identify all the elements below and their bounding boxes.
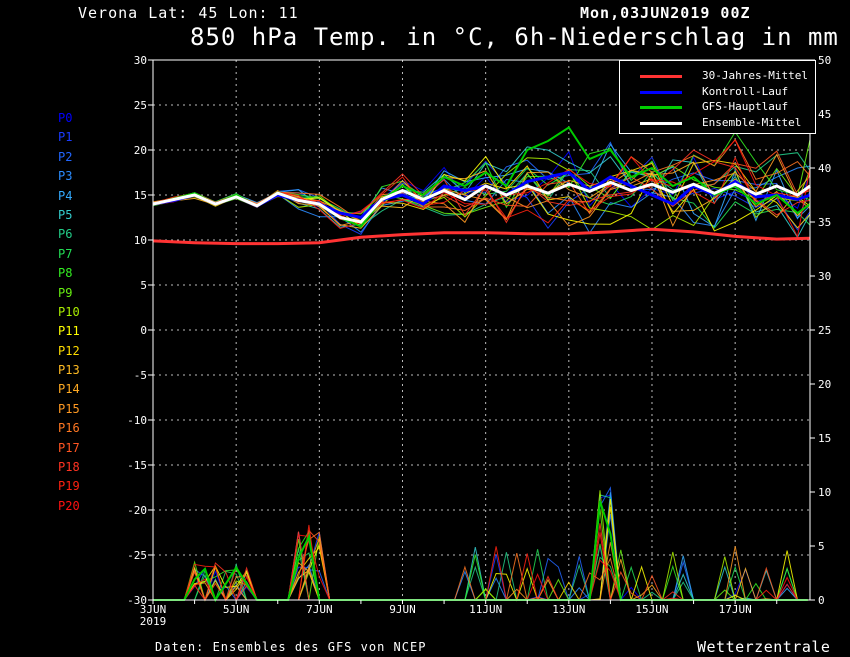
ensemble-members xyxy=(152,131,811,239)
member-label-p4: P4 xyxy=(58,188,73,203)
member-label-p17: P17 xyxy=(58,440,80,455)
x-tick-label: 13JUN xyxy=(552,603,585,616)
legend-swatch xyxy=(640,121,682,125)
member-label-p0: P0 xyxy=(58,111,73,125)
legend-entry: Ensemble-Mittel xyxy=(620,115,815,131)
y2-tick-label: 35 xyxy=(818,216,831,229)
member-label-p7: P7 xyxy=(58,246,73,261)
y2-tick-label: 30 xyxy=(818,270,831,283)
legend-label: GFS-Hauptlauf xyxy=(702,100,789,113)
member-label-p10: P10 xyxy=(58,304,80,319)
location-label: Verona Lat: 45 Lon: 11 xyxy=(78,4,299,22)
x-tick-label: 5JUN xyxy=(223,603,250,616)
series-line xyxy=(152,126,811,228)
x-tick-label: 15JUN xyxy=(635,603,668,616)
member-label-p1: P1 xyxy=(58,130,73,145)
member-label-p18: P18 xyxy=(58,460,80,475)
precipitation-series xyxy=(153,486,808,603)
y-tick-label: -25 xyxy=(127,549,147,562)
legend-entry: GFS-Hauptlauf xyxy=(620,99,815,115)
member-label-p11: P11 xyxy=(58,324,80,339)
x-tick-label: 9JUN xyxy=(389,603,416,616)
legend-swatch xyxy=(640,75,682,78)
x-tick-label: 3JUN xyxy=(140,603,167,616)
series-line xyxy=(152,180,811,224)
member-label-p16: P16 xyxy=(58,421,80,436)
y2-tick-label: 15 xyxy=(818,432,831,445)
y2-tick-label: 40 xyxy=(818,162,831,175)
member-label-p9: P9 xyxy=(58,285,73,300)
y2-tick-label: 0 xyxy=(818,594,825,607)
temperature-series xyxy=(152,126,811,246)
plot-frame xyxy=(152,59,811,601)
y-tick-label: -30 xyxy=(127,594,147,607)
legend-swatch xyxy=(640,106,682,109)
legend-label: Ensemble-Mittel xyxy=(702,115,802,129)
y2-tick-label: 10 xyxy=(818,486,831,499)
run-time-label: Mon,03JUN2019 00Z xyxy=(580,4,751,22)
y2-tick-label: 45 xyxy=(818,108,831,121)
y-tick-label: -15 xyxy=(127,459,147,472)
member-label-p2: P2 xyxy=(58,149,73,164)
member-label-p3: P3 xyxy=(58,169,73,184)
y2-tick-label: 25 xyxy=(818,324,831,337)
member-label-p12: P12 xyxy=(58,343,80,358)
y-tick-label: 20 xyxy=(134,144,147,157)
member-label-p8: P8 xyxy=(58,266,73,281)
precip-line-p19 xyxy=(153,524,808,602)
legend-label: 30-Jahres-Mittel xyxy=(702,69,808,82)
y2-tick-label: 20 xyxy=(818,378,831,391)
precip-line-p18 xyxy=(153,523,808,602)
chart-axes: 302520151050-5-10-15-20-25-3050454035302… xyxy=(127,54,831,628)
member-label-p6: P6 xyxy=(58,227,73,242)
brand-label: Wetterzentrale xyxy=(697,638,831,656)
y-tick-label: 15 xyxy=(134,189,147,202)
y2-tick-label: 5 xyxy=(818,540,825,553)
legend-entry: 30-Jahres-Mittel xyxy=(620,68,815,84)
y-tick-label: 10 xyxy=(134,234,147,247)
y-tick-label: -10 xyxy=(127,414,147,427)
chart-title: 850 hPa Temp. in °C, 6h-Niederschlag in … xyxy=(190,23,839,51)
y-tick-label: 25 xyxy=(134,99,147,112)
member-label-p14: P14 xyxy=(58,382,80,397)
legend-swatch xyxy=(640,90,682,94)
member-list: P0 P1 P2 P3 P4 P5 P6 P7 P8 P9 P10 P11 P12 P13 P14 P15 P1… xyxy=(58,109,80,516)
member-label-p19: P19 xyxy=(58,479,80,494)
legend-label: Kontroll-Lauf xyxy=(702,84,789,98)
y-tick-label: 30 xyxy=(134,54,147,67)
x-tick-label: 7JUN xyxy=(306,603,333,616)
y-tick-label: 0 xyxy=(140,324,147,337)
y2-tick-label: 50 xyxy=(818,54,831,67)
x-tick-label: 17JUN xyxy=(719,603,752,616)
chart-legend: 30-Jahres-Mittel Kontroll-Lauf GFS-Hauptla… xyxy=(619,60,816,134)
y-tick-label: -20 xyxy=(127,504,147,517)
y-tick-label: 5 xyxy=(140,279,147,292)
member-label-p5: P5 xyxy=(58,207,73,222)
legend-entry: Kontroll-Lauf xyxy=(620,84,815,100)
x-tick-label: 11JUN xyxy=(469,603,502,616)
series-line xyxy=(152,227,811,246)
x-year-label: 2019 xyxy=(140,615,167,628)
data-source-credit: Daten: Ensembles des GFS von NCEP xyxy=(155,640,427,654)
member-label-p13: P13 xyxy=(58,363,80,378)
y-tick-label: -5 xyxy=(134,369,147,382)
member-label-p20: P20 xyxy=(58,498,80,513)
grid xyxy=(153,60,810,600)
member-label-p15: P15 xyxy=(58,401,80,416)
